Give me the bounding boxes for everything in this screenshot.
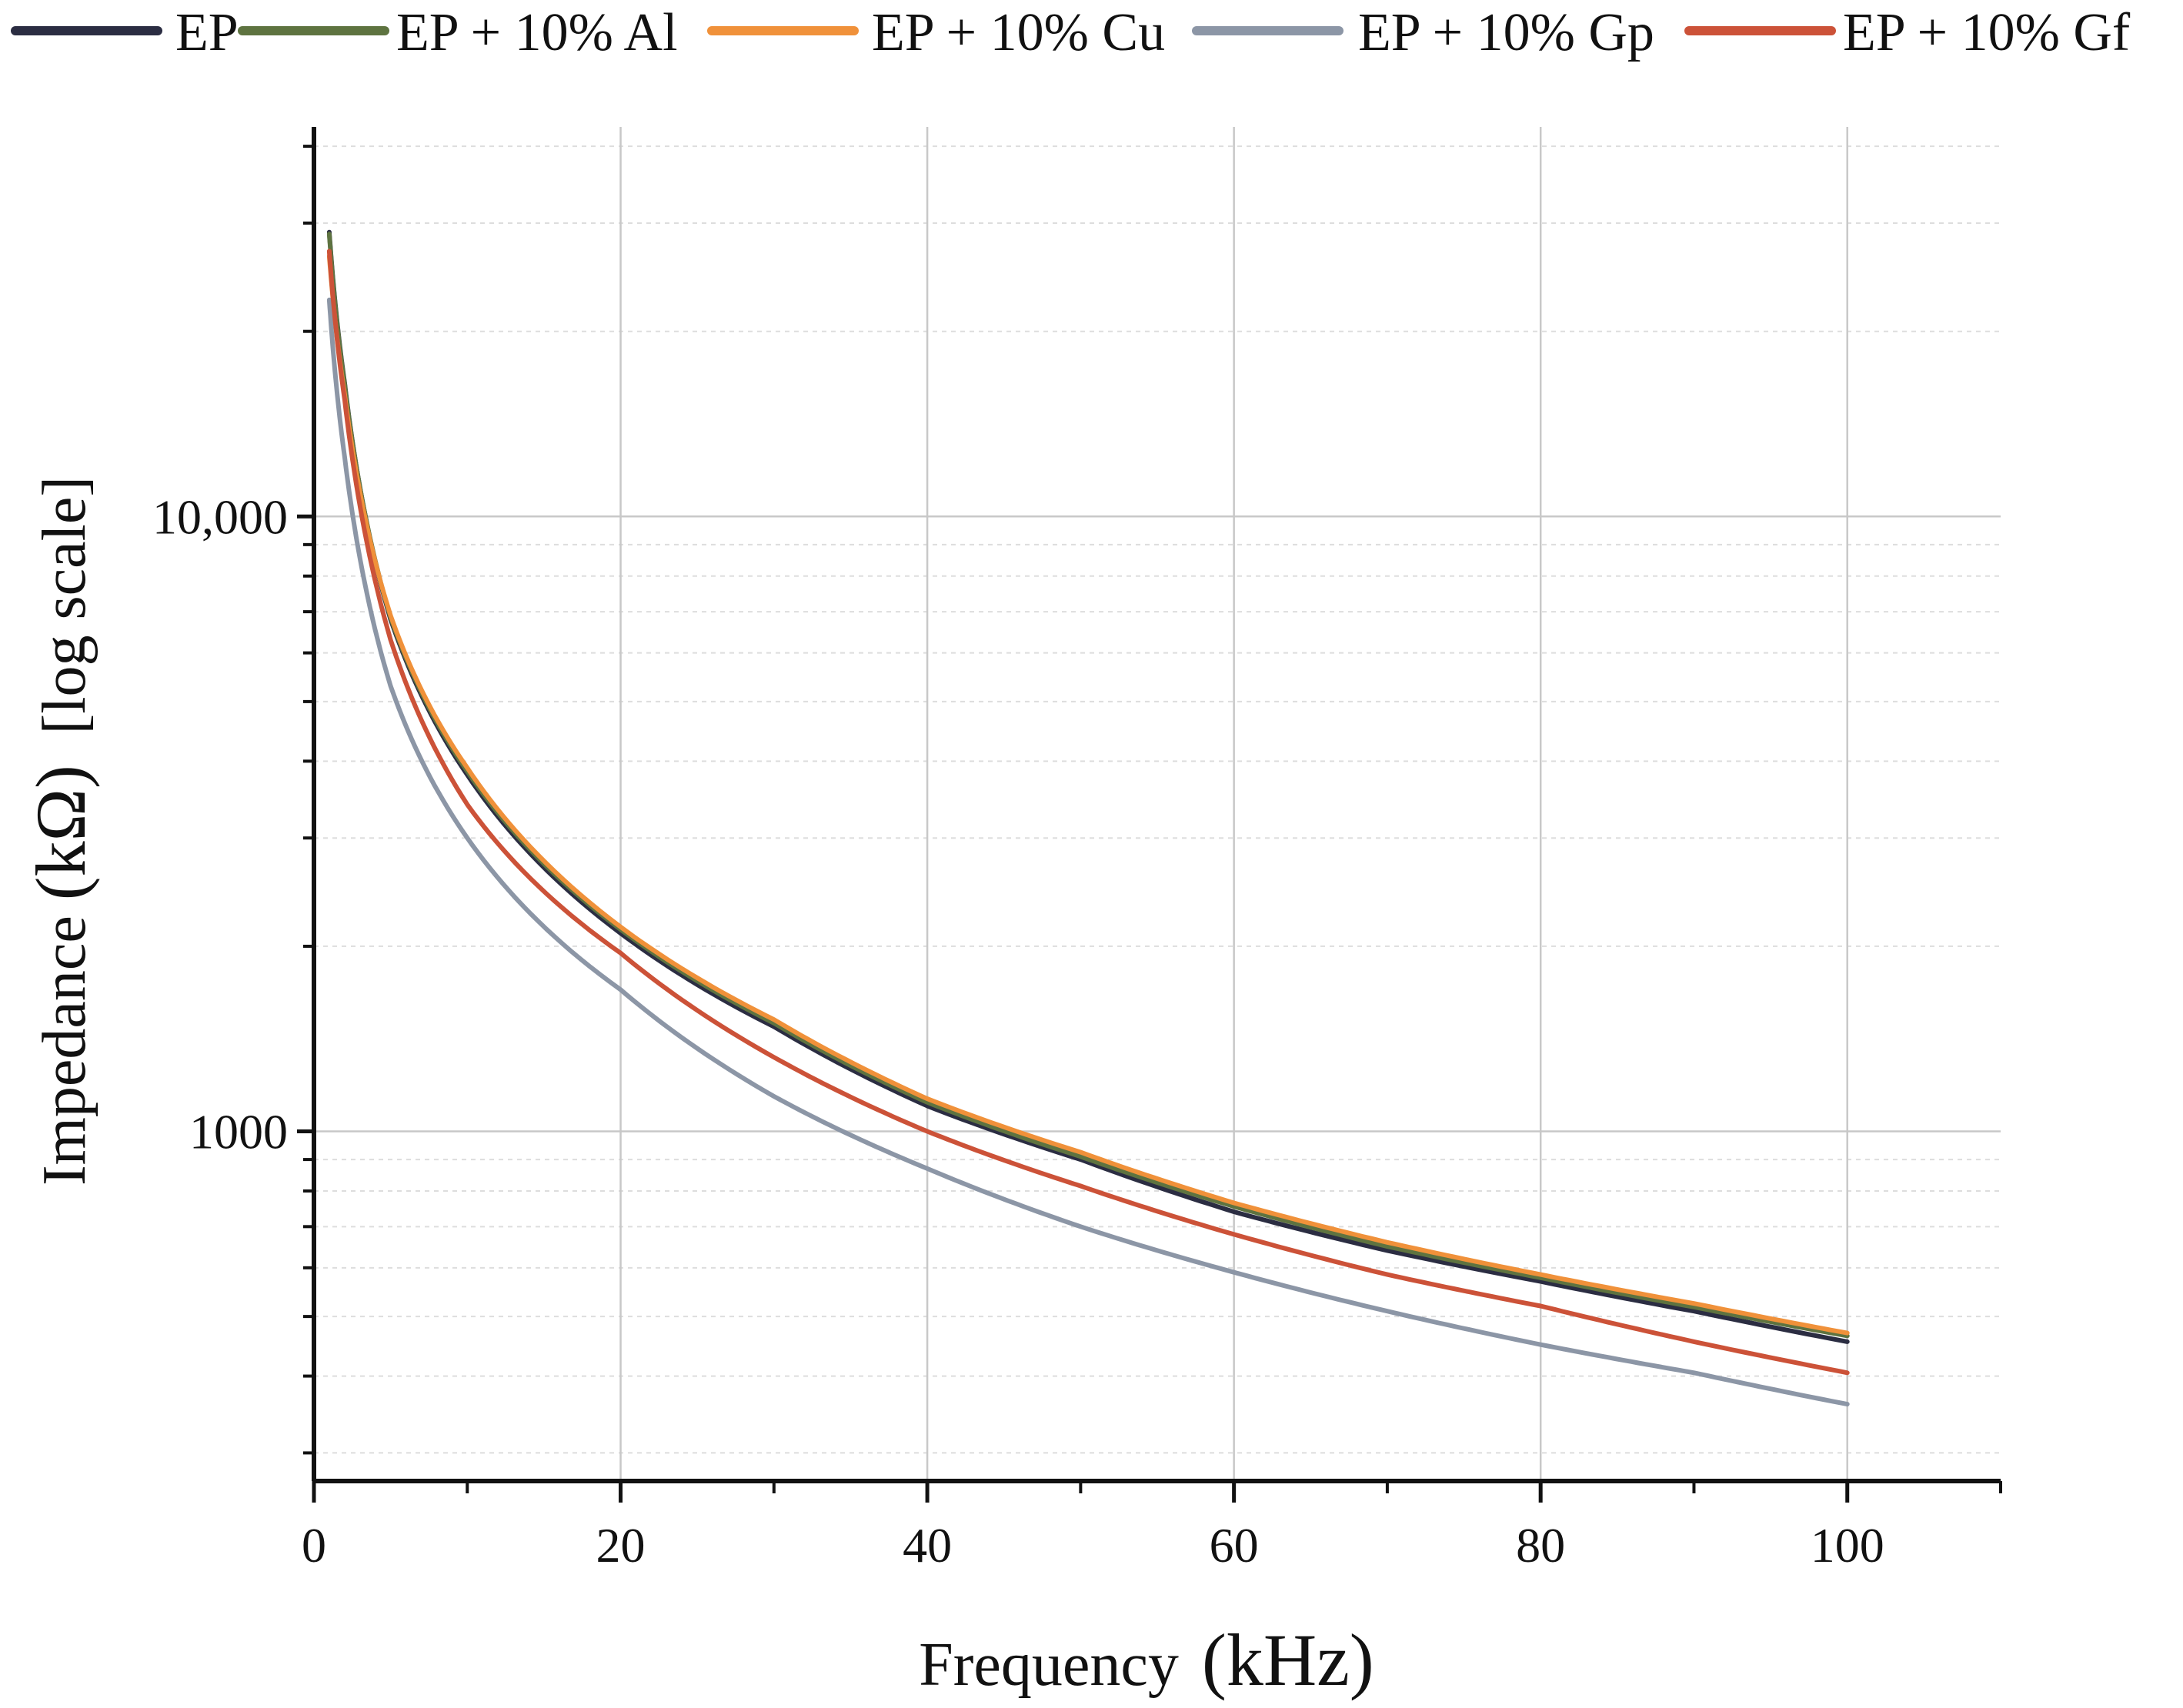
x-axis-title: Frequency (kHz)	[919, 1619, 1374, 1701]
ticks: 0 20 40 60 80 100 1000 10,000	[152, 145, 2002, 1573]
legend-label: EP + 10% Cu	[872, 3, 1165, 62]
series-layer	[326, 229, 1850, 1407]
x-tick-label: 60	[1210, 1518, 1259, 1573]
y-axis-title-text: Impedance	[31, 916, 98, 1186]
series-line-ep-10-al	[326, 232, 1850, 1339]
y-axis-title: Impedance (kΩ) [log scale]	[22, 476, 100, 1186]
y-axis-title-note: [log scale]	[31, 476, 98, 734]
series-line-ep	[326, 229, 1850, 1344]
series-line-ep-10-cu	[326, 254, 1850, 1336]
series-line-ep-10-gf	[326, 249, 1850, 1376]
series-line-ep-10-gp	[326, 297, 1850, 1407]
axis-labels: Frequency (kHz) Impedance (kΩ) [log scale]	[22, 476, 1374, 1701]
y-tick-label: 10,000	[152, 489, 288, 544]
legend-label: EP + 10% Gf	[1843, 3, 2131, 62]
legend-label: EP + 10% Gp	[1358, 3, 1654, 62]
x-tick-label: 100	[1811, 1518, 1884, 1573]
x-tick-label: 20	[596, 1518, 646, 1573]
legend-label: EP + 10% Al	[396, 3, 678, 62]
x-axis-title-unit: (kHz)	[1202, 1619, 1374, 1701]
x-tick-label: 40	[903, 1518, 952, 1573]
axes	[312, 127, 2001, 1483]
y-tick-label: 1000	[189, 1105, 288, 1159]
y-axis-title-unit: (kΩ)	[22, 765, 100, 900]
legend: EP EP + 10% Al EP + 10% Cu EP + 10% Gp EP + …	[11, 3, 2131, 62]
grid	[314, 127, 2001, 1481]
x-axis-title-text: Frequency	[919, 1631, 1179, 1699]
x-tick-label: 80	[1516, 1518, 1565, 1573]
x-tick-label: 0	[302, 1518, 326, 1573]
legend-label: EP	[175, 3, 239, 62]
